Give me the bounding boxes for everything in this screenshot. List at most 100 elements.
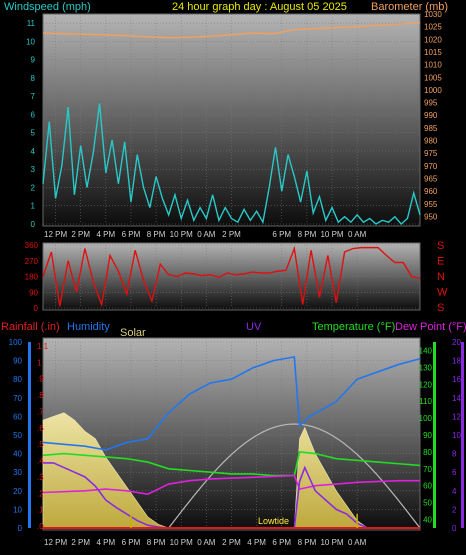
barometer-axis-title: Barometer (mb) xyxy=(371,1,448,13)
time-axis-label: 8 PM xyxy=(147,538,166,547)
dewpoint-line xyxy=(42,474,420,496)
uv-tick-label: 20 xyxy=(452,338,461,347)
barometer-tick-label: 955 xyxy=(424,200,438,209)
wind-tick-label: 6 xyxy=(31,110,36,119)
temperature-tick-label: 80 xyxy=(423,448,432,457)
barometer-tick-label: 1005 xyxy=(424,73,442,82)
direction-tick-label: 180 xyxy=(25,273,39,282)
time-axis-label: 0 AM xyxy=(348,230,367,239)
time-axis-label: 8 PM xyxy=(147,230,166,239)
rain-tick-label: .4 xyxy=(37,457,44,466)
time-axis-label: 4 PM xyxy=(96,538,115,547)
time-axis-label: 10 PM xyxy=(320,538,343,547)
uv-tick-label: 18 xyxy=(452,357,461,366)
barometer-line xyxy=(42,21,421,39)
uv-tick-label: 4 xyxy=(452,487,457,496)
time-axis-label: 8 PM xyxy=(298,230,317,239)
rain-tick-label: .8 xyxy=(37,391,44,400)
humidity-tick-label: 0 xyxy=(18,524,23,533)
time-axis-label: 0 AM xyxy=(197,230,216,239)
time-axis-label: 6 PM xyxy=(272,538,291,547)
temperature-tick-label: 130 xyxy=(419,363,433,372)
uv-tick-label: 6 xyxy=(452,468,457,477)
time-axis-label: 8 PM xyxy=(298,538,317,547)
time-axis-label: 6 PM xyxy=(122,230,141,239)
wind-tick-label: 0 xyxy=(31,220,36,229)
temperature-line xyxy=(42,451,421,477)
humidity-legend: Humidity xyxy=(67,321,110,333)
rain-tick-label: .2 xyxy=(37,489,44,498)
barometer-tick-label: 950 xyxy=(424,212,438,221)
time-axis-label: 6 PM xyxy=(272,230,291,239)
humidity-tick-label: 70 xyxy=(13,394,22,403)
direction-tick-label: 90 xyxy=(29,288,38,297)
temperature-tick-label: 50 xyxy=(423,499,432,508)
temperature-tick-label: 40 xyxy=(423,516,432,525)
dewpoint-legend: Dew Point (°F) xyxy=(395,321,466,333)
time-axis-label: 10 PM xyxy=(170,230,193,239)
humidity-tick-label: 10 xyxy=(13,505,22,514)
time-axis-label: 2 PM xyxy=(71,538,90,547)
compass-label: S xyxy=(437,302,444,314)
temperature-tick-label: 100 xyxy=(419,414,433,423)
time-axis-label: 2 PM xyxy=(222,538,241,547)
humidity-tick-label: 80 xyxy=(13,375,22,384)
uv-line xyxy=(43,462,368,529)
wind-tick-label: 11 xyxy=(27,19,36,28)
humidity-tick-label: 90 xyxy=(13,357,22,366)
barometer-tick-label: 995 xyxy=(424,99,438,108)
time-axis-label: 12 PM xyxy=(44,538,67,547)
barometer-tick-label: 970 xyxy=(424,162,438,171)
uv-tick-label: 14 xyxy=(452,394,461,403)
uv-tick-label: 0 xyxy=(452,524,457,533)
temperature-tick-label: 120 xyxy=(419,380,433,389)
humidity-tick-label: 60 xyxy=(13,412,22,421)
barometer-tick-label: 985 xyxy=(424,124,438,133)
time-axis-label: 0 AM xyxy=(197,538,216,547)
windspeed-axis-title: Windspeed (mph) xyxy=(4,1,91,13)
sun-elevation-curve xyxy=(168,423,421,529)
temperature-tick-label: 140 xyxy=(419,346,433,355)
rain-tick-label: .1 xyxy=(37,506,44,515)
time-axis-label: 6 PM xyxy=(122,538,141,547)
rainfall-legend: Rainfall (.in) xyxy=(1,321,60,333)
uv-tick-label: 12 xyxy=(452,412,461,421)
rain-tick-label: .7 xyxy=(37,407,44,416)
humidity-axis-bar xyxy=(28,342,31,528)
barometer-tick-label: 990 xyxy=(424,111,438,120)
wind-tick-label: 7 xyxy=(31,92,36,101)
rain-tick-label: .3 xyxy=(37,473,44,482)
temperature-tick-label: 110 xyxy=(419,397,432,406)
wind-tick-label: 2 xyxy=(31,183,36,192)
wind-tick-label: 1 xyxy=(31,202,36,211)
compass-label: W xyxy=(437,287,448,299)
rain-tick-label: 1.1 xyxy=(37,342,49,351)
windspeed-line xyxy=(42,103,421,225)
rain-tick-label: .5 xyxy=(37,440,44,449)
uv-legend: UV xyxy=(246,321,262,333)
barometer-tick-label: 965 xyxy=(424,174,438,183)
barometer-tick-label: 1015 xyxy=(424,48,442,57)
time-axis-label: 10 PM xyxy=(170,538,193,547)
rain-tick-label: .9 xyxy=(37,375,44,384)
humidity-tick-label: 20 xyxy=(13,487,22,496)
uv-tick-label: 10 xyxy=(452,431,461,440)
compass-label: S xyxy=(437,240,444,252)
barometer-tick-label: 1000 xyxy=(424,86,442,95)
time-axis-label: 0 AM xyxy=(348,538,367,547)
wind-tick-label: 10 xyxy=(26,37,35,46)
wind-tick-label: 9 xyxy=(31,56,36,65)
uv-tick-label: 16 xyxy=(452,375,461,384)
barometer-tick-label: 1020 xyxy=(424,35,442,44)
temperature-tick-label: 60 xyxy=(423,482,432,491)
temperature-axis-bar xyxy=(433,342,436,528)
rain-tick-label: .6 xyxy=(37,424,44,433)
humidity-tick-label: 40 xyxy=(13,450,22,459)
wind-tick-label: 5 xyxy=(31,129,36,138)
solar-area xyxy=(42,412,369,529)
wind-direction-line xyxy=(42,245,421,308)
barometer-tick-label: 1010 xyxy=(424,61,442,70)
barometer-tick-label: 980 xyxy=(424,137,438,146)
